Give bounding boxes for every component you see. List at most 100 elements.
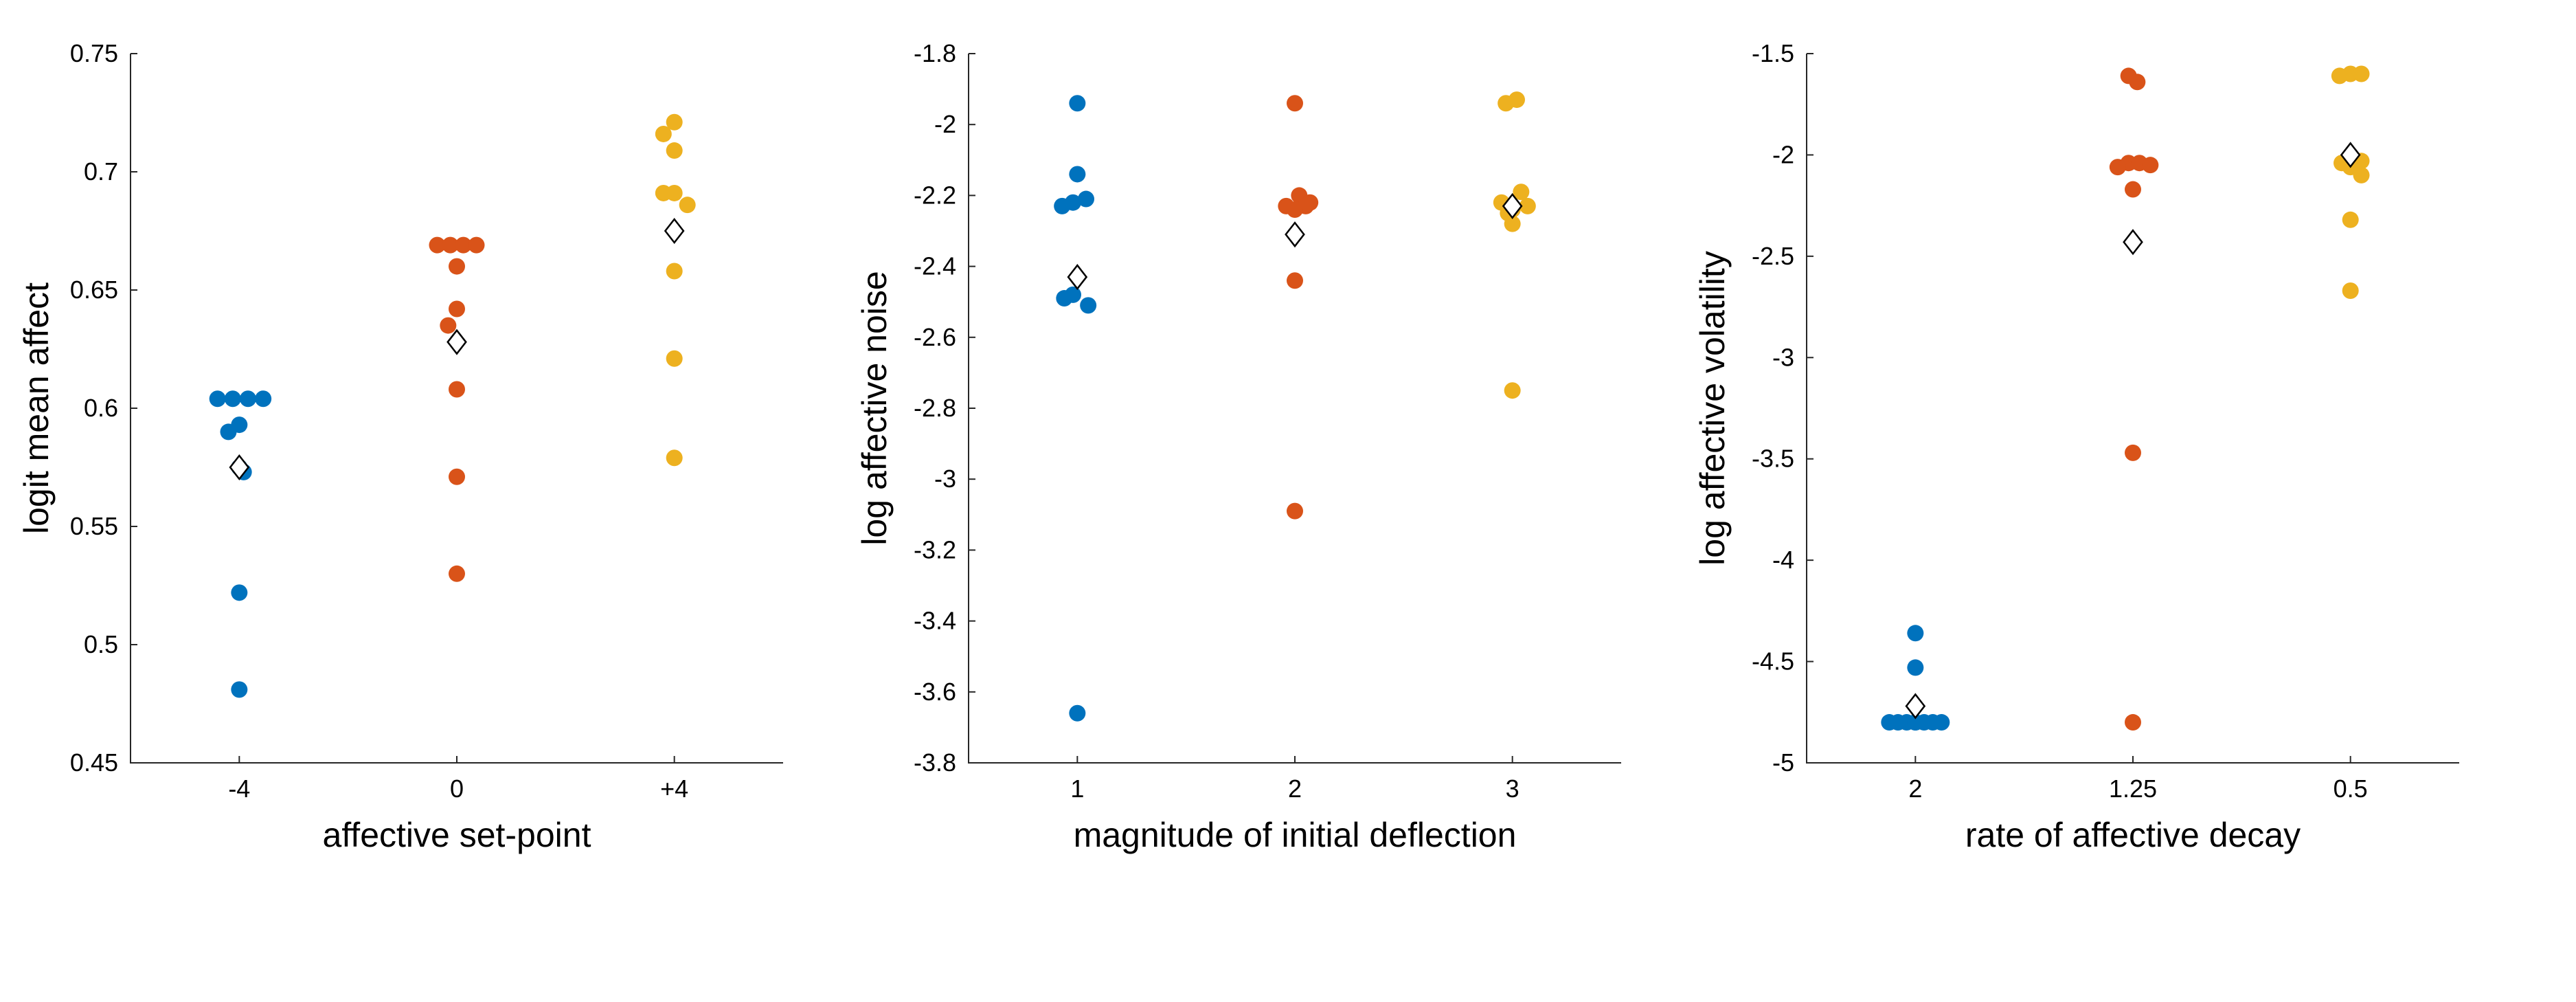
set-point-data-point bbox=[666, 350, 683, 367]
affective-decay-y-tick-label: -3.5 bbox=[1752, 445, 1794, 473]
set-point-data-point bbox=[449, 300, 465, 318]
affective-decay-y-tick-label: -4 bbox=[1772, 546, 1794, 574]
affective-decay-data-point bbox=[2353, 65, 2370, 82]
affective-decay-y-tick-label: -3 bbox=[1772, 343, 1794, 371]
set-point-x-axis-label: affective set-point bbox=[323, 816, 591, 854]
affective-decay-y-tick-label: -2 bbox=[1772, 140, 1794, 168]
set-point-data-point bbox=[209, 390, 226, 408]
panel-affective-decay: -5 -4.5 -4 -3.5 -3 -2.5 -2 -1.5 2 1.25 0.5 rate of … bbox=[1693, 39, 2459, 854]
affective-decay-data-point bbox=[2142, 157, 2159, 174]
initial-deflection-data-point bbox=[1054, 197, 1071, 214]
initial-deflection-y-tick-label: -3.4 bbox=[914, 607, 956, 635]
set-point-data-point bbox=[449, 468, 465, 485]
set-point-data-point bbox=[224, 390, 241, 408]
set-point-y-tick-label: 0.45 bbox=[70, 748, 118, 777]
set-point-data-point bbox=[449, 258, 465, 275]
set-point-data-point bbox=[231, 681, 248, 698]
initial-deflection-y-tick-label: -2.2 bbox=[914, 181, 956, 209]
set-point-data-point bbox=[666, 113, 683, 131]
initial-deflection-y-tick-label: -2.6 bbox=[914, 323, 956, 351]
initial-deflection-mean-marker bbox=[1285, 221, 1305, 248]
initial-deflection-data-point bbox=[1069, 95, 1086, 112]
initial-deflection-y-tick-label: -3.2 bbox=[914, 535, 956, 564]
initial-deflection-data-point bbox=[1504, 215, 1521, 232]
affective-decay-data-point bbox=[2129, 74, 2146, 91]
initial-deflection-y-tick-label: -2 bbox=[934, 110, 956, 138]
initial-deflection-y-tick-label: -3.6 bbox=[914, 678, 956, 706]
initial-deflection-x-tick-label: 1 bbox=[1070, 775, 1084, 803]
panel-initial-deflection: -3.8 -3.6 -3.4 -3.2 -3 -2.8 -2.6 -2.4 -2.2 -2 -1.8… bbox=[855, 39, 1621, 854]
set-point-data-point bbox=[255, 390, 272, 408]
set-point-x-tick-label: -4 bbox=[228, 775, 250, 803]
set-point-data-point bbox=[666, 142, 683, 159]
set-point-data-point bbox=[240, 390, 256, 408]
initial-deflection-data-point bbox=[1078, 190, 1094, 208]
set-point-data-point bbox=[468, 236, 485, 254]
set-point-y-tick-label: 0.65 bbox=[70, 276, 118, 304]
affective-decay-y-tick-label: -4.5 bbox=[1752, 647, 1794, 676]
affective-decay-data-point bbox=[1933, 714, 1950, 731]
set-point-x-tick-label: +4 bbox=[660, 775, 688, 803]
set-point-mean-marker bbox=[229, 454, 250, 481]
affective-decay-data-point bbox=[2109, 159, 2126, 176]
set-point-y-axis-label: logit mean affect bbox=[17, 282, 56, 534]
set-point-data-point bbox=[455, 236, 472, 254]
set-point-data-point bbox=[440, 317, 457, 334]
initial-deflection-data-point bbox=[1519, 197, 1536, 214]
set-point-data-point bbox=[231, 584, 248, 601]
initial-deflection-mean-marker bbox=[1067, 264, 1088, 291]
set-point-y-tick-label: 0.75 bbox=[70, 39, 118, 67]
affective-decay-data-point bbox=[2342, 282, 2359, 299]
initial-deflection-y-tick-label: -2.8 bbox=[914, 394, 956, 422]
initial-deflection-y-axis-label: log affective noise bbox=[855, 271, 894, 545]
set-point-data-point bbox=[220, 423, 237, 441]
initial-deflection-data-point bbox=[1080, 297, 1097, 314]
set-point-data-point bbox=[666, 184, 683, 201]
initial-deflection-data-point bbox=[1069, 166, 1086, 183]
affective-decay-data-point bbox=[1907, 659, 1924, 676]
affective-decay-data-point bbox=[1907, 625, 1924, 642]
initial-deflection-data-point bbox=[1287, 95, 1303, 112]
panel-set-point: 0.45 0.5 0.55 0.6 0.65 0.7 0.75 -4 0 +4 affective … bbox=[17, 39, 783, 854]
affective-decay-data-point bbox=[1907, 714, 1924, 731]
initial-deflection-y-tick-label: -1.8 bbox=[914, 39, 956, 67]
affective-decay-x-tick-label: 1.25 bbox=[2109, 775, 2157, 803]
affective-decay-y-tick-label: -2.5 bbox=[1752, 242, 1794, 270]
affective-decay-mean-marker bbox=[2123, 229, 2143, 256]
initial-deflection-data-point bbox=[1287, 272, 1303, 289]
set-point-y-tick-label: 0.55 bbox=[70, 512, 118, 540]
set-point-x-tick-label: 0 bbox=[450, 775, 464, 803]
affective-decay-x-tick-label: 0.5 bbox=[2334, 775, 2368, 803]
affective-decay-y-axis-label: log affective volatility bbox=[1693, 251, 1732, 566]
set-point-data-point bbox=[666, 449, 683, 467]
initial-deflection-data-point bbox=[1287, 201, 1303, 219]
set-point-data-point bbox=[442, 236, 459, 254]
set-point-y-tick-label: 0.6 bbox=[84, 394, 118, 422]
set-point-data-point bbox=[449, 381, 465, 398]
affective-decay-data-point bbox=[2331, 67, 2348, 85]
affective-decay-mean-marker bbox=[2340, 142, 2361, 168]
initial-deflection-data-point bbox=[1504, 382, 1521, 399]
initial-deflection-x-tick-label: 2 bbox=[1288, 775, 1302, 803]
affective-decay-x-tick-label: 2 bbox=[1908, 775, 1922, 803]
affective-decay-data-point bbox=[2125, 714, 2141, 731]
affective-decay-mean-marker bbox=[1905, 693, 1926, 720]
set-point-data-point bbox=[449, 565, 465, 582]
set-point-data-point bbox=[679, 197, 696, 214]
set-point-data-point bbox=[666, 263, 683, 280]
initial-deflection-y-tick-label: -3 bbox=[934, 465, 956, 493]
initial-deflection-y-tick-label: -2.4 bbox=[914, 252, 956, 280]
initial-deflection-data-point bbox=[1498, 95, 1515, 112]
initial-deflection-y-tick-label: -3.8 bbox=[914, 748, 956, 777]
initial-deflection-x-axis-label: magnitude of initial deflection bbox=[1074, 816, 1517, 854]
set-point-data-point bbox=[655, 125, 672, 142]
initial-deflection-data-point bbox=[1287, 502, 1303, 520]
affective-decay-x-axis-label: rate of affective decay bbox=[1965, 816, 2301, 854]
affective-decay-y-tick-label: -5 bbox=[1772, 748, 1794, 777]
affective-decay-data-point bbox=[2125, 444, 2141, 461]
initial-deflection-x-tick-label: 3 bbox=[1506, 775, 1519, 803]
set-point-mean-marker bbox=[447, 329, 467, 355]
set-point-y-tick-label: 0.7 bbox=[84, 157, 118, 186]
set-point-mean-marker bbox=[664, 217, 685, 245]
